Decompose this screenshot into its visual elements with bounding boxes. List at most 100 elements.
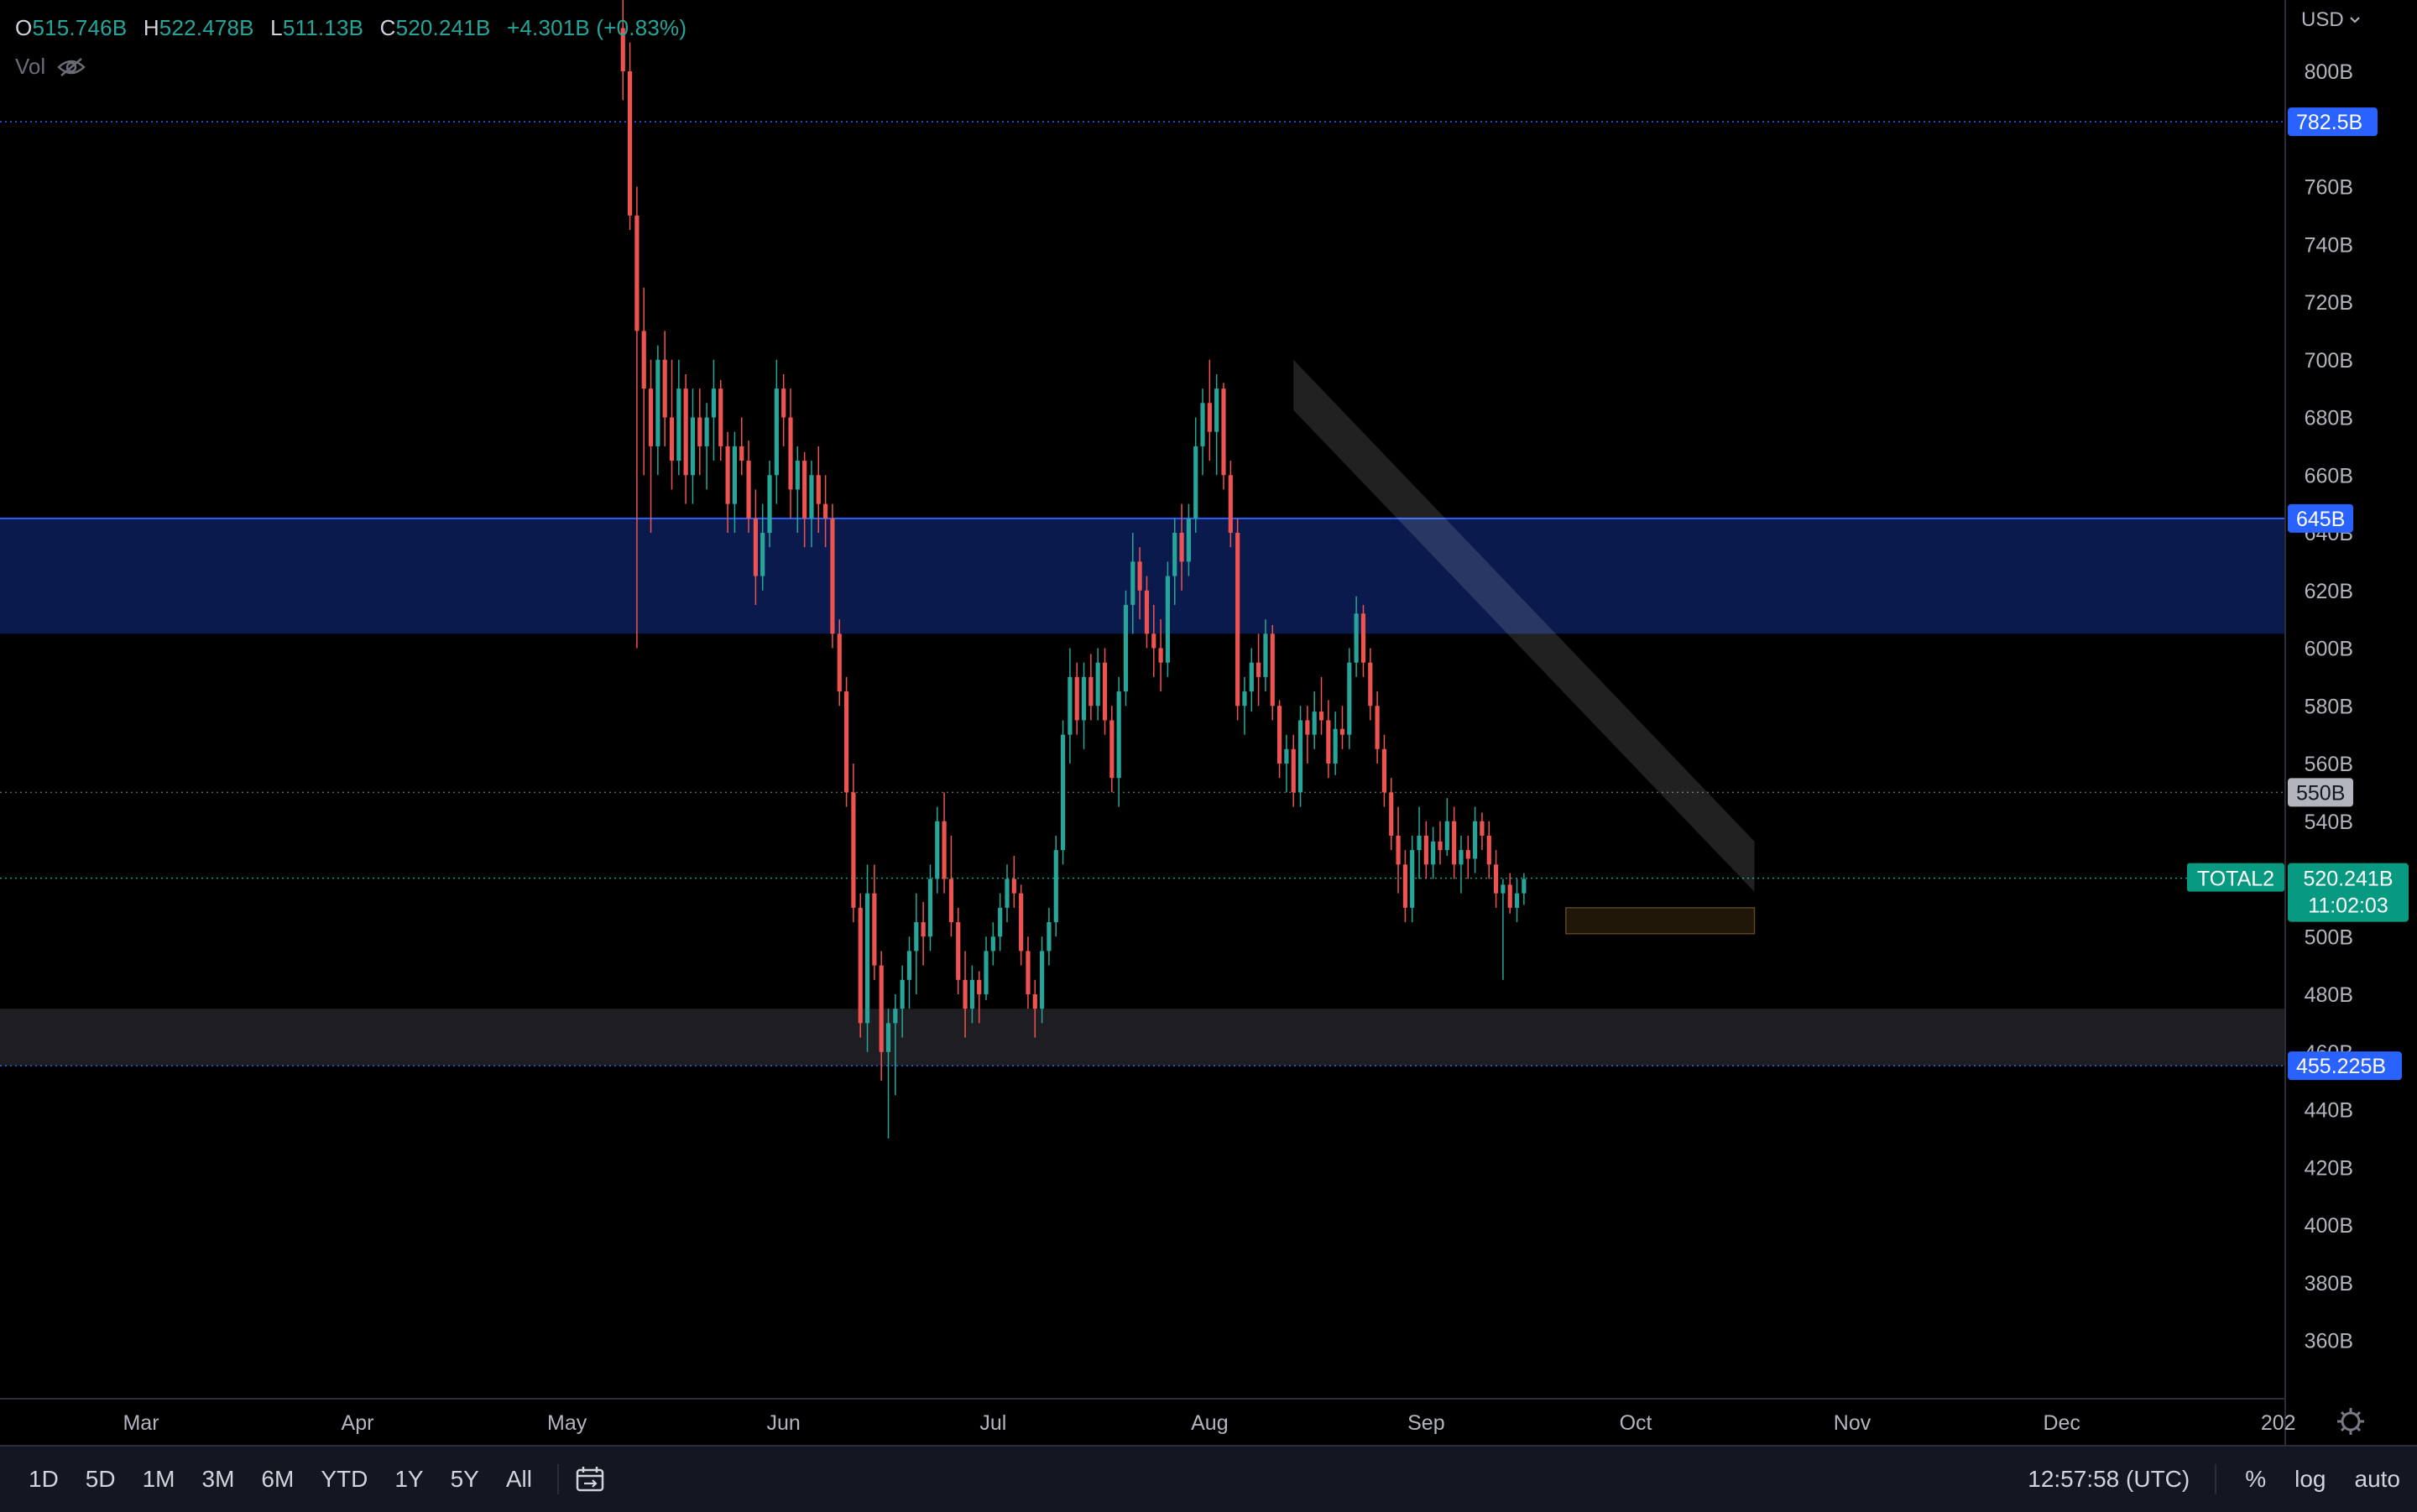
candle [1360,613,1366,663]
candle [1235,533,1240,706]
levels-layer [0,121,2284,1066]
candle [628,71,633,216]
toolbar-divider [2215,1464,2217,1494]
price-tick-label: 560B [2305,753,2353,776]
candle [1417,835,1422,851]
gear-icon[interactable] [2337,1408,2364,1435]
candle [1026,951,1031,994]
range-button-ytd[interactable]: YTD [321,1466,368,1492]
candle [1486,835,1491,865]
currency-selector[interactable]: USD [2301,8,2361,32]
candle [1179,533,1184,562]
range-button-5d[interactable]: 5D [85,1466,116,1492]
candle [669,417,675,461]
calendar-range-icon[interactable] [574,1465,608,1494]
time-tick-label: May [547,1411,587,1435]
candle [921,922,926,937]
candle [816,475,821,504]
eye-off-icon[interactable] [57,57,86,77]
close-value: 520.241B [395,15,491,40]
volume-legend[interactable]: Vol [15,54,86,80]
candle [1130,561,1135,605]
candle [683,388,688,476]
candle [872,893,877,966]
candle [963,979,968,1009]
range-button-5y[interactable]: 5Y [450,1466,479,1492]
candle [1053,850,1058,923]
candle [823,503,828,519]
candle [711,388,717,418]
candle [1116,691,1121,779]
range-button-6m[interactable]: 6M [261,1466,295,1492]
candle [879,965,884,1052]
candle [795,461,800,490]
price-tick-label: 400B [2305,1214,2353,1238]
candle [1047,922,1052,952]
price-tick-label: 500B [2305,925,2353,949]
price-tick-label: 580B [2305,695,2353,718]
range-button-all[interactable]: All [505,1466,532,1492]
time-axis[interactable]: Mar Apr May Jun Jul Aug Sep Oct Nov Dec 202 [0,1398,2296,1435]
candle [1011,879,1016,894]
candle [1291,748,1296,793]
candle [906,951,912,980]
price-tick-label: 600B [2305,638,2353,661]
candle [1297,720,1303,793]
price-badge-label: 645B [2296,508,2345,531]
candle [1172,533,1177,576]
descending-channel [1293,359,1755,892]
candle [1270,633,1275,706]
candle [1452,821,1457,865]
price-axis[interactable]: 800B760B740B720B700B680B660B640B620B600B… [2284,0,2417,1445]
range-button-1m[interactable]: 1M [142,1466,175,1492]
candle [1228,475,1233,533]
zones-layer [0,517,2284,1066]
candle [697,417,702,446]
price-tick-label: 540B [2305,811,2353,834]
candle [1381,748,1386,793]
auto-toggle[interactable]: auto [2354,1466,2401,1492]
candle [1480,821,1485,836]
candle [648,388,654,446]
time-tick-label: Apr [342,1411,374,1435]
candle [1389,792,1394,836]
high-value: 522.478B [159,15,254,40]
range-button-3m[interactable]: 3M [201,1466,235,1492]
price-tick-label: 360B [2305,1330,2353,1353]
candle [1354,613,1359,663]
last-price-label: 520.241B [2303,868,2393,891]
currency-label: USD [2301,8,2344,31]
candle [1019,893,1024,952]
right-tools: 12:57:58 (UTC) % log auto [1999,1447,2400,1512]
candle [1200,403,1205,446]
time-tick-label: 202 [2261,1411,2296,1435]
candle [1312,712,1317,735]
candle [809,475,814,519]
price-badge [2288,1051,2402,1081]
utc-clock[interactable]: 12:57:58 (UTC) [2028,1466,2190,1492]
price-badge [2288,107,2378,137]
candle [844,691,849,793]
candle [1305,720,1310,735]
candle [704,417,709,446]
range-box [1565,907,1756,935]
price-tick-label: 700B [2305,349,2353,373]
zone-gray [0,1009,2284,1066]
candle [725,446,730,504]
candle [1081,676,1087,721]
candle [1193,446,1198,519]
candle [1347,662,1352,735]
price-tick-label: 380B [2305,1272,2353,1296]
percent-toggle[interactable]: % [2245,1466,2267,1492]
candle [956,922,961,980]
candle [1137,561,1142,591]
candle [662,359,667,418]
symbol-badge-label: TOTAL2 [2197,868,2274,891]
range-button-1d[interactable]: 1D [29,1466,59,1492]
log-toggle[interactable]: log [2294,1466,2326,1492]
low-value: 511.13B [282,15,364,40]
range-button-1y[interactable]: 1Y [394,1466,424,1492]
candle [1326,720,1331,764]
price-tick-label: 680B [2305,407,2353,430]
